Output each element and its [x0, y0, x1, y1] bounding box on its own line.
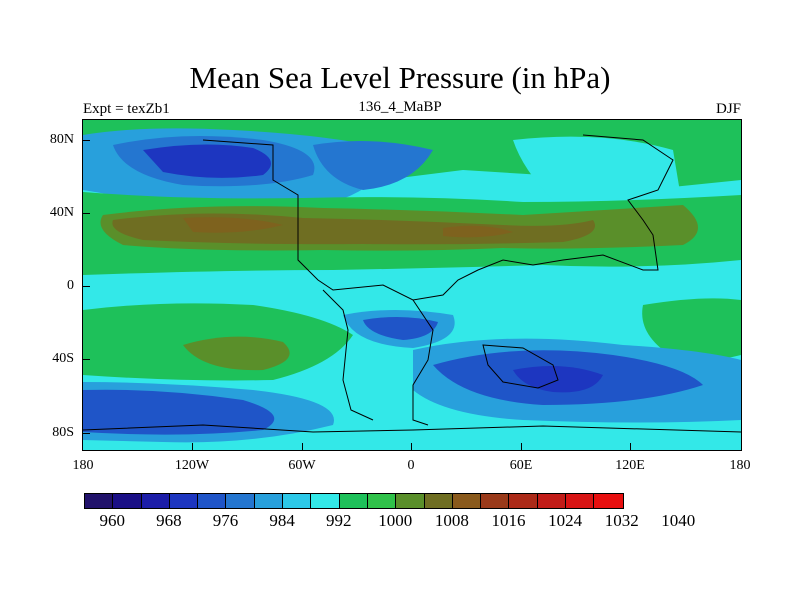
xtick-180e: 180 — [729, 458, 751, 473]
ytick-80n: 80N — [49, 132, 74, 147]
colorbar — [84, 493, 624, 509]
colorbar-swatch — [424, 494, 453, 508]
xtick-60w: 60W — [288, 458, 316, 473]
colorbar-swatch — [198, 494, 227, 508]
pressure-field-svg — [83, 120, 741, 450]
colorbar-label: 968 — [156, 511, 182, 530]
field-sml-low-core — [83, 389, 275, 435]
ytickmark — [83, 140, 90, 141]
colorbar-swatch — [311, 494, 340, 508]
ytick-0: 0 — [67, 278, 74, 293]
field-arctic-cyan — [513, 136, 683, 214]
field-nh-subtrop-core-e — [443, 225, 513, 238]
xtick-60e: 60E — [509, 458, 533, 473]
colorbar-swatch — [339, 494, 368, 508]
colorbar-label: 1040 — [661, 511, 696, 530]
colorbar-label: 1024 — [548, 511, 583, 530]
coast-south-america — [322, 289, 374, 421]
xtick-120w: 120W — [174, 458, 210, 473]
field-spac-high-core — [183, 336, 290, 371]
colorbar-swatch — [85, 494, 114, 508]
colorbar-swatch — [141, 494, 170, 508]
xtickmark — [192, 443, 193, 450]
xtick-0: 0 — [407, 458, 415, 473]
colorbar-swatch — [594, 494, 623, 508]
coast-eurasia-americas — [202, 134, 674, 301]
colorbar-swatch — [509, 494, 538, 508]
xtick-180w: 180 — [72, 458, 94, 473]
colorbar-swatch — [481, 494, 510, 508]
xtickmark — [521, 443, 522, 450]
coastlines — [83, 134, 741, 433]
colorbar-label: 1016 — [491, 511, 526, 530]
field-sio-low-core — [363, 316, 438, 340]
chart-title: Mean Sea Level Pressure (in hPa) — [189, 60, 611, 95]
subtitle-right: DJF — [715, 101, 741, 117]
colorbar-label: 1000 — [378, 511, 413, 530]
ytickmark — [83, 433, 90, 434]
colorbar-swatch — [226, 494, 255, 508]
field-natl-low — [313, 141, 433, 190]
xtick-120e: 120E — [615, 458, 645, 473]
ytickmark — [83, 213, 90, 214]
ytick-40n: 40N — [49, 205, 74, 220]
colorbar-swatch — [113, 494, 142, 508]
field-seindian-high — [642, 298, 741, 359]
subtitle-left: Expt = texZb1 — [83, 101, 170, 117]
colorbar-swatch — [537, 494, 567, 508]
coast-antarctica — [83, 424, 741, 433]
map-plot-area — [83, 120, 741, 450]
colorbar-label: 976 — [212, 511, 239, 530]
colorbar-swatch — [396, 494, 425, 508]
colorbar-swatch — [452, 494, 482, 508]
xtickmark — [302, 443, 303, 450]
colorbar-swatch — [367, 494, 397, 508]
ytick-80s: 80S — [52, 425, 74, 440]
field-nh-subtrop-core-w — [183, 217, 283, 233]
subtitle-center: 136_4_MaBP — [358, 99, 442, 115]
coast-africa — [412, 299, 434, 426]
colorbar-label: 992 — [325, 511, 352, 530]
ytick-40s: 40S — [52, 351, 74, 366]
colorbar-swatch — [566, 494, 595, 508]
xtickmark — [411, 443, 412, 450]
colorbar-label: 960 — [99, 511, 126, 530]
colorbar-swatch — [283, 494, 312, 508]
colorbar-label: 1032 — [604, 511, 639, 530]
ytickmark — [83, 359, 90, 360]
coast-australia-like — [482, 344, 559, 389]
colorbar-swatch — [254, 494, 284, 508]
ytickmark — [83, 286, 90, 287]
colorbar-label: 984 — [269, 511, 295, 530]
colorbar-swatch — [169, 494, 199, 508]
xtickmark — [630, 443, 631, 450]
field-npac-low-core — [143, 144, 271, 178]
colorbar-label: 1008 — [434, 511, 469, 530]
